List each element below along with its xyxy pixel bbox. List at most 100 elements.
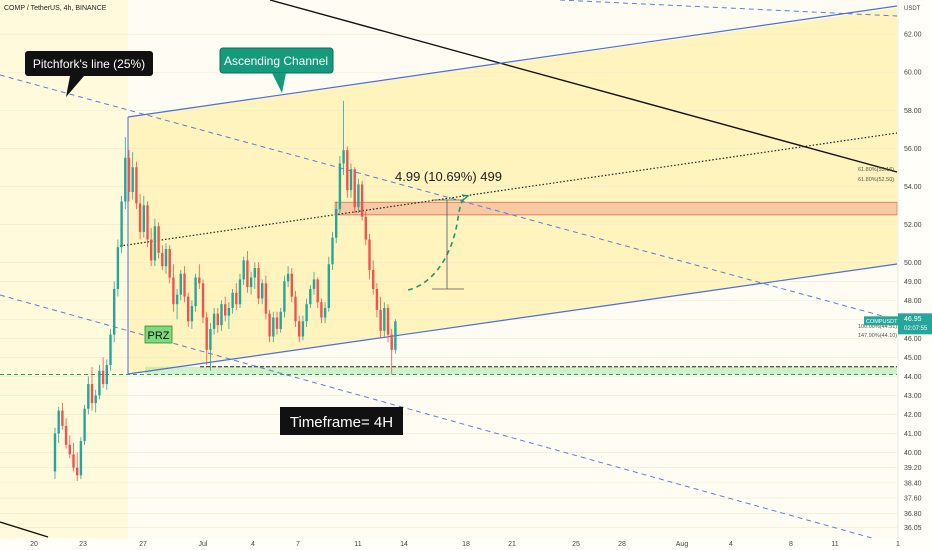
y-tick-label: 38.40 — [904, 480, 922, 487]
candle-body — [109, 334, 112, 366]
currency-label: USDT — [904, 6, 921, 12]
candle-body — [87, 384, 90, 409]
candle-body — [76, 467, 79, 476]
candle-body — [375, 288, 379, 310]
candle-body — [261, 283, 264, 299]
candle-body — [194, 277, 197, 307]
candle-body — [224, 304, 227, 316]
candle-body — [305, 304, 308, 322]
candle-body — [127, 157, 131, 193]
candle-body — [209, 328, 212, 350]
candle-body — [342, 150, 345, 164]
candle-body — [316, 279, 319, 303]
measure-label: 4.99 (10.69%) 499 — [395, 169, 502, 184]
candle-body — [264, 283, 268, 314]
candle-body — [157, 226, 160, 253]
candle-body — [231, 292, 234, 308]
y-tick-label: 39.20 — [904, 465, 922, 472]
y-tick-label: 44.00 — [904, 374, 922, 381]
channel-callout-pointer — [272, 73, 286, 93]
candle-body — [338, 163, 342, 210]
candle-body — [360, 184, 364, 217]
y-tick-label: 45.00 — [904, 355, 922, 362]
candle-body — [268, 313, 271, 337]
current-price-badge — [898, 313, 932, 335]
y-tick-label: 36.80 — [904, 511, 922, 518]
candle-body — [394, 321, 397, 350]
candle-body — [187, 296, 190, 322]
x-tick-label: Aug — [676, 541, 689, 548]
x-tick-label: 7 — [296, 541, 300, 548]
pitchfork-callout-box — [25, 51, 153, 76]
candle-body — [212, 313, 216, 329]
y-tick-label: 37.60 — [904, 496, 922, 503]
candle-body — [235, 292, 238, 305]
candle-body — [301, 321, 305, 337]
candle-body — [72, 454, 75, 468]
x-tick-label: 18 — [462, 541, 470, 548]
candle-body — [105, 365, 108, 385]
y-tick-label: 42.00 — [904, 412, 922, 419]
candle-body — [142, 205, 145, 232]
symbol-badge — [864, 316, 898, 326]
candle-body — [168, 249, 171, 278]
candle-body — [309, 288, 312, 305]
candle-body — [364, 216, 367, 240]
x-tick-label: 25 — [572, 541, 580, 548]
candle-body — [135, 167, 138, 204]
candle-body — [120, 201, 123, 248]
x-tick-label: 1 — [896, 541, 900, 548]
black-trendline-lower — [0, 521, 49, 538]
candle-body — [190, 306, 194, 322]
candle-body — [279, 311, 282, 329]
candle-body — [164, 249, 168, 267]
candle-body — [379, 309, 382, 331]
y-tick-label: 36.05 — [904, 525, 922, 532]
candle-body — [98, 370, 101, 396]
candle-body — [57, 410, 60, 434]
candle-body — [138, 203, 142, 232]
candle-body — [283, 281, 286, 312]
x-tick-label: 8 — [789, 541, 793, 548]
candle-body — [68, 444, 71, 455]
candle-body — [357, 184, 360, 208]
candle-body — [331, 237, 334, 265]
candle-body — [53, 433, 57, 472]
symbol-label: COMPUSDT — [866, 319, 898, 325]
candle-body — [90, 384, 94, 404]
prz-label: PRZ — [148, 330, 170, 342]
candle-body — [368, 239, 371, 270]
y-tick-label: 58.00 — [904, 108, 922, 115]
channel-label: Ascending Channel — [224, 54, 328, 68]
candle-body — [286, 273, 290, 282]
prz-box — [144, 325, 173, 344]
candle-body — [320, 302, 323, 318]
candle-body — [113, 288, 116, 335]
candle-body — [61, 410, 64, 426]
y-tick-label: 48.00 — [904, 298, 922, 305]
candle-body — [227, 307, 231, 316]
fib-level-label: 147.90%(44.10) — [858, 333, 897, 339]
channel-lower-line — [127, 263, 898, 375]
candle-body — [172, 277, 175, 305]
x-tick-label: 4 — [729, 541, 733, 548]
candle-body — [179, 273, 182, 295]
candle-body — [198, 277, 201, 284]
candle-body — [246, 260, 249, 288]
x-tick-label: 21 — [508, 541, 516, 548]
candle-body — [216, 313, 219, 326]
candle-body — [249, 277, 253, 288]
pitchfork-label: Pitchfork's line (25%) — [33, 57, 145, 71]
time-axis — [0, 538, 932, 550]
candle-body — [312, 279, 316, 289]
fib-level-label: 100.00%(44.51) — [858, 324, 897, 330]
symbol-header: COMP / TetherUS, 4h, BINANCE — [4, 5, 107, 12]
candle-body — [116, 247, 120, 289]
candle-body — [94, 395, 97, 404]
y-tick-label: 60.00 — [904, 70, 922, 77]
y-tick-label: 43.00 — [904, 393, 922, 400]
candle-body — [323, 307, 327, 318]
projection-arrow — [461, 194, 470, 201]
